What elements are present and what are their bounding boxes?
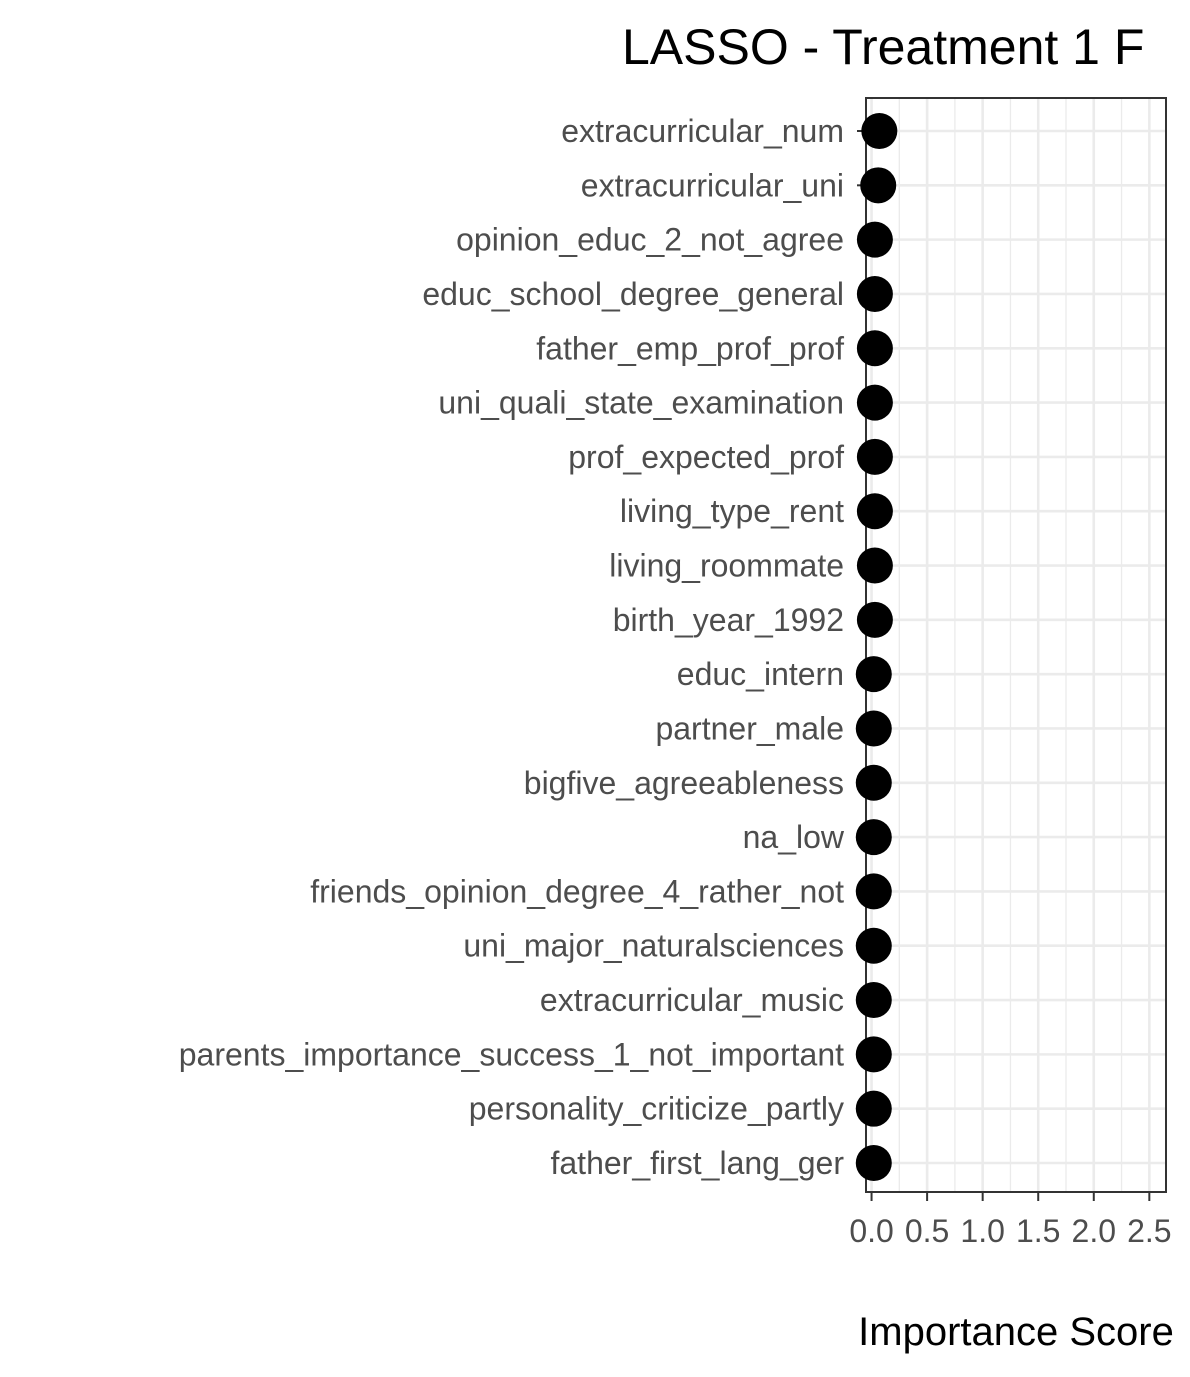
data-point [855, 927, 892, 964]
y-tick-label: opinion_educ_2_not_agree [456, 222, 844, 258]
data-point [856, 330, 893, 367]
data-point [855, 819, 892, 856]
data-point [855, 1090, 892, 1127]
y-tick-label: personality_criticize_partly [469, 1091, 844, 1127]
data-point [856, 438, 893, 475]
x-tick-label: 1.5 [1016, 1213, 1060, 1249]
y-axis: extracurricular_num extracurricular_uniop… [179, 113, 866, 1181]
data-point [856, 493, 893, 530]
data-point [855, 710, 892, 747]
data-point [855, 656, 892, 693]
plot-panel-border [865, 97, 1167, 1193]
y-tick-label: extracurricular_music [540, 982, 844, 1018]
data-point [860, 167, 897, 204]
y-tick-label: parents_importance_success_1_not_importa… [179, 1036, 844, 1072]
grid-lines [866, 98, 1166, 1192]
y-tick-label: extracurricular_num [561, 113, 844, 149]
data-point [856, 275, 893, 312]
x-tick-label: 0.0 [849, 1213, 893, 1249]
chart-title: LASSO - Treatment 1 F [622, 19, 1144, 75]
data-point [856, 384, 893, 421]
y-tick-label: birth_year_1992 [613, 602, 844, 638]
data-point [855, 764, 892, 801]
x-tick-label: 0.5 [905, 1213, 949, 1249]
data-point [855, 1036, 892, 1073]
y-tick-label: educ_school_degree_general [422, 276, 844, 312]
y-tick-label: living_type_rent [620, 493, 844, 529]
y-tick-label: father_first_lang_ger [550, 1145, 844, 1181]
y-tick-label: partner_male [655, 710, 844, 746]
x-axis-title: Importance Score [858, 1310, 1174, 1354]
x-axis: 0.0 0.5 1.0 1.5 2.0 2.5 [849, 1192, 1172, 1249]
y-tick-label: uni_quali_state_examination [438, 385, 844, 421]
y-tick-label: na_low [743, 819, 845, 855]
data-point [856, 221, 893, 258]
data-points [855, 113, 898, 1181]
x-tick-label: 1.0 [960, 1213, 1004, 1249]
y-tick-label: prof_expected_prof [568, 439, 844, 475]
y-tick-label: living_roommate [609, 548, 844, 584]
data-point [856, 547, 893, 584]
data-point [861, 113, 898, 149]
data-point [855, 982, 892, 1019]
y-tick-label: bigfive_agreeableness [524, 765, 844, 801]
data-point [855, 873, 892, 910]
x-tick-label: 2.0 [1072, 1213, 1116, 1249]
data-point [856, 601, 893, 638]
y-tick-label: father_emp_prof_prof [536, 330, 844, 366]
y-tick-label: uni_major_naturalsciences [463, 928, 844, 964]
y-tick-label: extracurricular_uni [581, 167, 844, 203]
x-tick-label: 2.5 [1127, 1213, 1171, 1249]
y-tick-label: friends_opinion_degree_4_rather_not [310, 873, 844, 909]
data-point [855, 1145, 892, 1181]
y-tick-label: educ_intern [677, 656, 844, 692]
